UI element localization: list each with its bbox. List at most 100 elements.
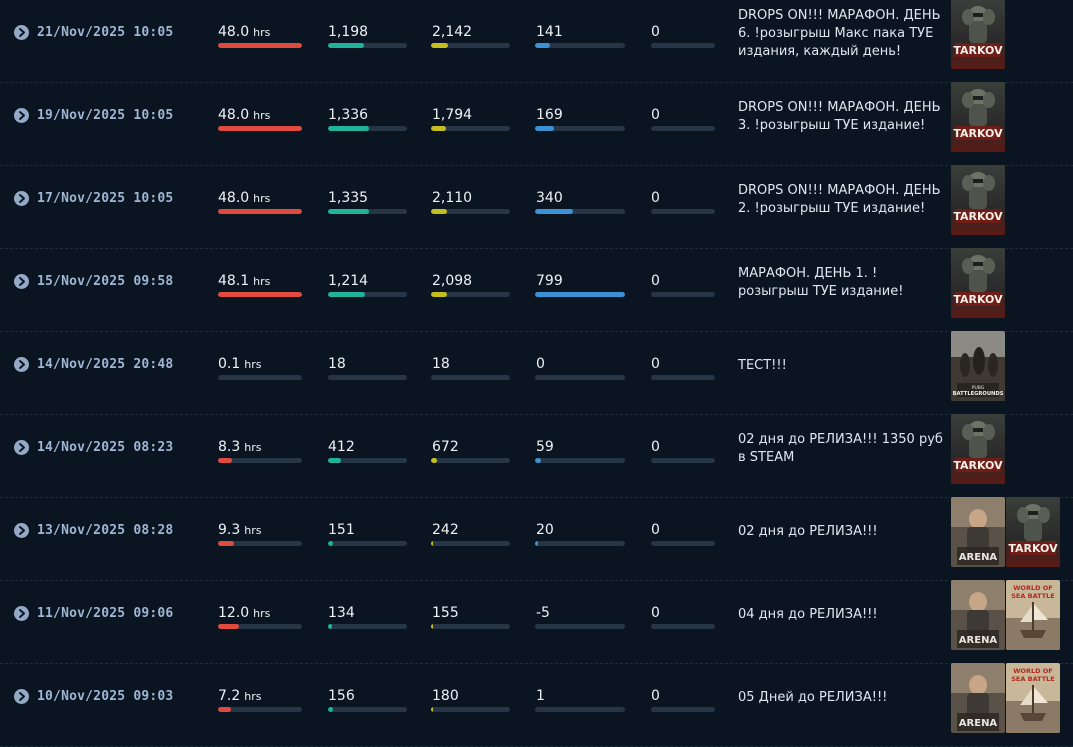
hours-bar-fill	[218, 541, 234, 546]
c4-value: 0	[651, 356, 660, 372]
c3-stat: 1	[535, 685, 625, 712]
stream-date: 13/Nov/2025 08:28	[37, 523, 174, 538]
c1-value: 412	[328, 439, 355, 455]
game-thumbnail-tarkov[interactable]: TARKOV	[951, 248, 1005, 318]
hours-unit: hrs	[244, 441, 262, 454]
c4-value: 0	[651, 107, 660, 123]
c3-value: 141	[536, 24, 563, 40]
hours-value: 9.3	[218, 522, 241, 538]
hours-bar-fill	[218, 209, 302, 214]
c2-stat: 18	[431, 353, 510, 380]
table-row: 11/Nov/2025 09:06 12.0 hrs 134 155 -5 0 04 дня …	[0, 580, 1073, 664]
expand-row-button[interactable]	[14, 523, 29, 538]
game-thumbnail-tarkov[interactable]: TARKOV	[951, 165, 1005, 235]
game-thumbnail-seabattle[interactable]: WORLD OF SEA BATTLE	[1006, 663, 1060, 733]
c2-bar	[431, 43, 510, 48]
c1-bar	[328, 375, 407, 380]
chevron-right-icon	[19, 360, 25, 369]
hours-bar	[218, 126, 302, 131]
c2-bar-fill	[431, 209, 447, 214]
c3-bar	[535, 375, 625, 380]
c3-bar	[535, 458, 625, 463]
game-thumbnail-arena[interactable]: ARENA	[951, 580, 1005, 650]
c2-value: 180	[432, 688, 459, 704]
game-thumbnail-tarkov[interactable]: TARKOV	[951, 82, 1005, 152]
hours-bar	[218, 43, 302, 48]
svg-text:TARKOV: TARKOV	[953, 44, 1003, 57]
c4-value: 0	[651, 190, 660, 206]
c1-value: 1,198	[328, 24, 369, 40]
c2-bar	[431, 707, 510, 712]
svg-text:PUBG: PUBG	[972, 385, 985, 391]
hours-stat: 8.3 hrs	[218, 436, 302, 463]
expand-row-button[interactable]	[14, 689, 29, 704]
expand-row-button[interactable]	[14, 606, 29, 621]
game-thumbnail-tarkov[interactable]: TARKOV	[951, 414, 1005, 484]
hours-value: 48.0	[218, 107, 250, 123]
game-thumbnail-pubg[interactable]: PUBG BATTLEGROUNDS	[951, 331, 1005, 401]
stream-title: МАРАФОН. ДЕНЬ 1. !розыгрыш ТУЕ издание!	[738, 266, 904, 299]
svg-text:SEA BATTLE: SEA BATTLE	[1011, 675, 1055, 683]
c2-value: 672	[432, 439, 459, 455]
c1-stat: 151	[328, 519, 407, 546]
hours-bar	[218, 375, 302, 380]
hours-value: 48.0	[218, 24, 250, 40]
c4-bar	[651, 375, 715, 380]
c1-stat: 156	[328, 685, 407, 712]
c2-value: 242	[432, 522, 459, 538]
hours-bar-fill	[218, 292, 302, 297]
c2-bar-fill	[431, 126, 446, 131]
c2-value: 2,098	[432, 273, 473, 289]
hours-unit: hrs	[253, 192, 271, 205]
game-thumbnail-arena[interactable]: ARENA	[951, 497, 1005, 567]
c3-bar	[535, 126, 625, 131]
table-row: 10/Nov/2025 09:03 7.2 hrs 156 180 1 0 05 Дней д…	[0, 663, 1073, 747]
c4-bar	[651, 707, 715, 712]
c4-bar	[651, 624, 715, 629]
expand-row-button[interactable]	[14, 274, 29, 289]
c4-bar	[651, 209, 715, 214]
hours-stat: 0.1 hrs	[218, 353, 302, 380]
hours-unit: hrs	[253, 275, 271, 288]
c2-bar	[431, 458, 510, 463]
expand-row-button[interactable]	[14, 25, 29, 40]
c2-value: 2,142	[432, 24, 473, 40]
c4-stat: 0	[651, 436, 715, 463]
c3-value: 340	[536, 190, 563, 206]
c1-stat: 412	[328, 436, 407, 463]
c2-bar-fill	[431, 624, 434, 629]
expand-row-button[interactable]	[14, 357, 29, 372]
chevron-right-icon	[19, 28, 25, 37]
c1-bar-fill	[328, 541, 333, 546]
c4-stat: 0	[651, 353, 715, 380]
hours-bar	[218, 292, 302, 297]
chevron-right-icon	[19, 526, 25, 535]
c3-bar	[535, 624, 625, 629]
c2-stat: 1,794	[431, 104, 510, 131]
stream-title: ТЕСТ!!!	[738, 358, 787, 373]
stream-title: DROPS ON!!! МАРАФОН. ДЕНЬ 2. !розыгрыш Т…	[738, 183, 941, 216]
hours-unit: hrs	[253, 109, 271, 122]
hours-stat: 7.2 hrs	[218, 685, 302, 712]
hours-bar-fill	[218, 707, 231, 712]
c3-value: -5	[536, 605, 550, 621]
c2-bar-fill	[431, 43, 449, 48]
game-thumbnail-seabattle[interactable]: WORLD OF SEA BATTLE	[1006, 580, 1060, 650]
game-thumbnail-tarkov[interactable]: TARKOV	[1006, 497, 1060, 567]
expand-row-button[interactable]	[14, 191, 29, 206]
game-thumbnail-arena[interactable]: ARENA	[951, 663, 1005, 733]
c3-stat: 340	[535, 187, 625, 214]
c1-stat: 1,214	[328, 270, 407, 297]
hours-value: 12.0	[218, 605, 250, 621]
c1-bar	[328, 458, 407, 463]
expand-row-button[interactable]	[14, 108, 29, 123]
expand-row-button[interactable]	[14, 440, 29, 455]
hours-bar-fill	[218, 126, 302, 131]
game-thumbnail-tarkov[interactable]: TARKOV	[951, 0, 1005, 69]
c2-stat: 2,098	[431, 270, 510, 297]
c4-bar	[651, 126, 715, 131]
hours-stat: 48.1 hrs	[218, 270, 302, 297]
table-row: 14/Nov/2025 08:23 8.3 hrs 412 672 59 0 02 дня д…	[0, 414, 1073, 498]
stream-date: 15/Nov/2025 09:58	[37, 274, 174, 289]
